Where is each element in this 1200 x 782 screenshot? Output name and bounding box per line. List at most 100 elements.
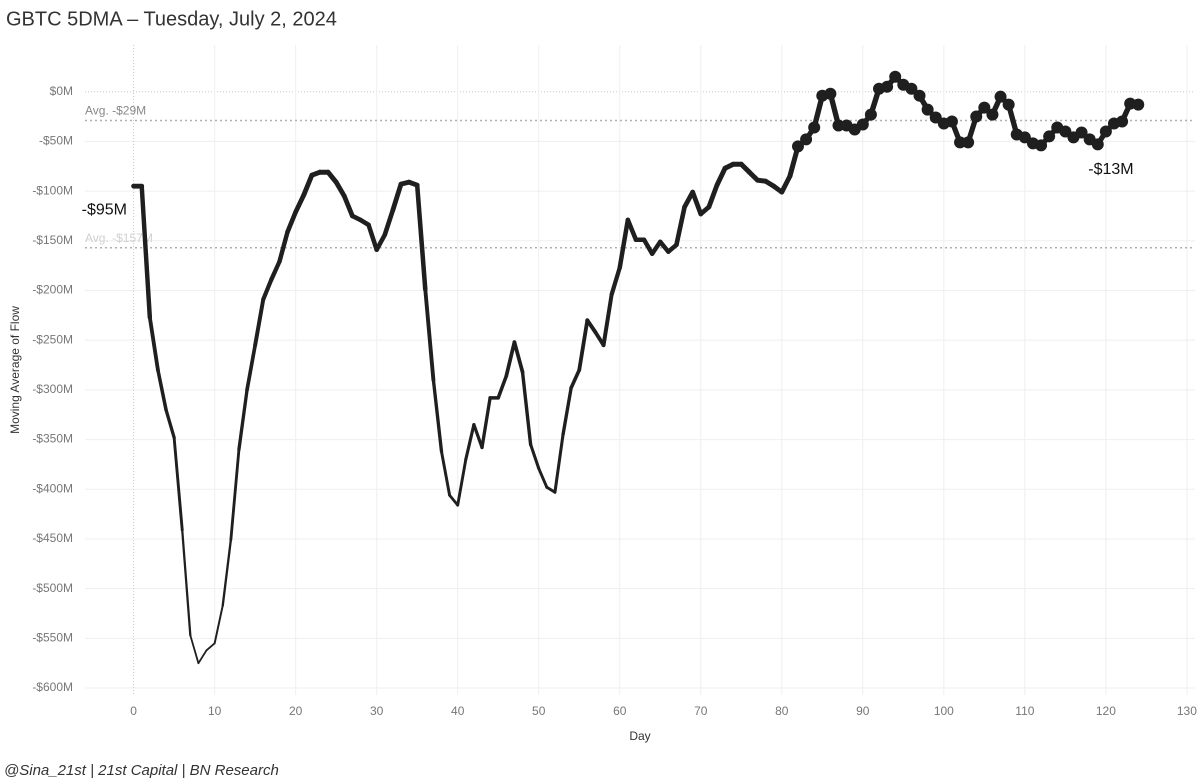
line-segment xyxy=(253,297,266,348)
y-tick-label: -$150M xyxy=(32,233,73,247)
line-segment xyxy=(285,209,298,235)
data-point xyxy=(1099,125,1112,138)
data-point xyxy=(1091,138,1104,151)
data-point xyxy=(1002,98,1015,111)
line-segment xyxy=(569,368,582,390)
line-segment xyxy=(520,370,533,447)
y-tick-label: -$50M xyxy=(39,134,73,148)
line-segment xyxy=(690,189,704,217)
line-segment xyxy=(553,433,565,494)
line-segment xyxy=(512,340,525,374)
data-point xyxy=(970,110,983,123)
data-point xyxy=(978,101,991,114)
line-segment xyxy=(205,642,216,652)
line-segment xyxy=(301,172,315,198)
line-segment xyxy=(601,292,614,348)
y-tick-label: -$300M xyxy=(32,382,73,396)
chart-title: GBTC 5DMA – Tuesday, July 2, 2024 xyxy=(6,8,337,30)
line-segment xyxy=(625,217,639,243)
x-tick-label: 50 xyxy=(532,704,546,718)
x-tick-label: 60 xyxy=(613,704,627,718)
line-segment xyxy=(440,450,452,497)
line-segment xyxy=(537,466,549,489)
line-segment xyxy=(390,181,404,213)
y-tick-label: -$500M xyxy=(32,581,73,595)
line-segment xyxy=(333,179,347,199)
line-segment xyxy=(706,182,720,210)
line-segment xyxy=(293,192,307,215)
data-point xyxy=(913,89,926,102)
line-segment xyxy=(464,423,476,462)
data-point xyxy=(864,108,877,121)
line-segment xyxy=(561,386,573,437)
y-tick-label: -$100M xyxy=(32,183,73,197)
line-segment xyxy=(609,265,622,297)
line-segment xyxy=(456,457,468,507)
x-tick-label: 70 xyxy=(694,704,708,718)
line-segment xyxy=(164,408,176,440)
y-tick-label: $0M xyxy=(50,84,73,98)
line-segment xyxy=(585,318,598,335)
line-segment xyxy=(617,217,631,270)
line-segment xyxy=(221,538,232,607)
line-segment xyxy=(341,193,355,219)
reference-label: Avg. -$157M xyxy=(85,231,153,245)
line-segment xyxy=(139,183,153,320)
x-axis-title: Day xyxy=(629,729,650,743)
x-tick-label: 30 xyxy=(370,704,384,718)
y-tick-label: -$450M xyxy=(32,531,73,545)
data-point xyxy=(889,70,902,83)
reference-label: Avg. -$29M xyxy=(85,104,146,118)
data-point xyxy=(808,121,821,134)
line-segment xyxy=(261,277,274,302)
data-point xyxy=(856,118,869,131)
x-tick-label: 110 xyxy=(1015,704,1034,718)
annotation: -$13M xyxy=(1088,161,1133,178)
line-segment xyxy=(472,423,484,450)
data-point xyxy=(824,87,837,100)
line-segment xyxy=(189,634,200,665)
line-segment xyxy=(577,318,590,372)
line-segment xyxy=(448,493,460,507)
x-tick-label: 130 xyxy=(1177,704,1197,718)
y-tick-label: -$200M xyxy=(32,283,73,297)
line-segment xyxy=(229,448,241,542)
line-segment xyxy=(237,388,249,452)
data-point xyxy=(791,140,804,153)
x-tick-label: 0 xyxy=(130,704,137,718)
annotation: -$95M xyxy=(82,201,127,218)
line-segment xyxy=(423,287,436,382)
line-segment xyxy=(674,204,687,248)
line-segment xyxy=(496,374,509,400)
x-tick-label: 40 xyxy=(451,704,465,718)
line-segment xyxy=(382,207,396,238)
line-segment xyxy=(504,340,517,378)
y-tick-label: -$600M xyxy=(32,680,73,694)
data-point xyxy=(986,108,999,121)
line-segment xyxy=(213,604,224,645)
line-segment xyxy=(529,442,541,470)
data-point xyxy=(1075,126,1088,139)
y-tick-label: -$550M xyxy=(32,631,73,645)
data-point xyxy=(962,136,975,149)
x-tick-label: 80 xyxy=(775,704,789,718)
line-segment xyxy=(197,649,208,665)
line-segment xyxy=(366,222,379,253)
data-point xyxy=(905,82,918,95)
data-point xyxy=(921,103,934,116)
line-segment xyxy=(172,436,184,532)
line-segment xyxy=(374,232,388,252)
line-segment xyxy=(779,173,793,195)
data-point xyxy=(945,115,958,128)
line-segment xyxy=(269,259,282,282)
data-point xyxy=(1043,130,1056,143)
line-segment xyxy=(181,528,192,637)
line-segment xyxy=(431,378,444,454)
x-tick-label: 20 xyxy=(289,704,303,718)
y-tick-label: -$250M xyxy=(32,332,73,346)
line-segment xyxy=(156,368,168,412)
line-segment xyxy=(641,237,655,256)
line-segment xyxy=(480,396,492,450)
x-tick-label: 100 xyxy=(934,704,954,718)
